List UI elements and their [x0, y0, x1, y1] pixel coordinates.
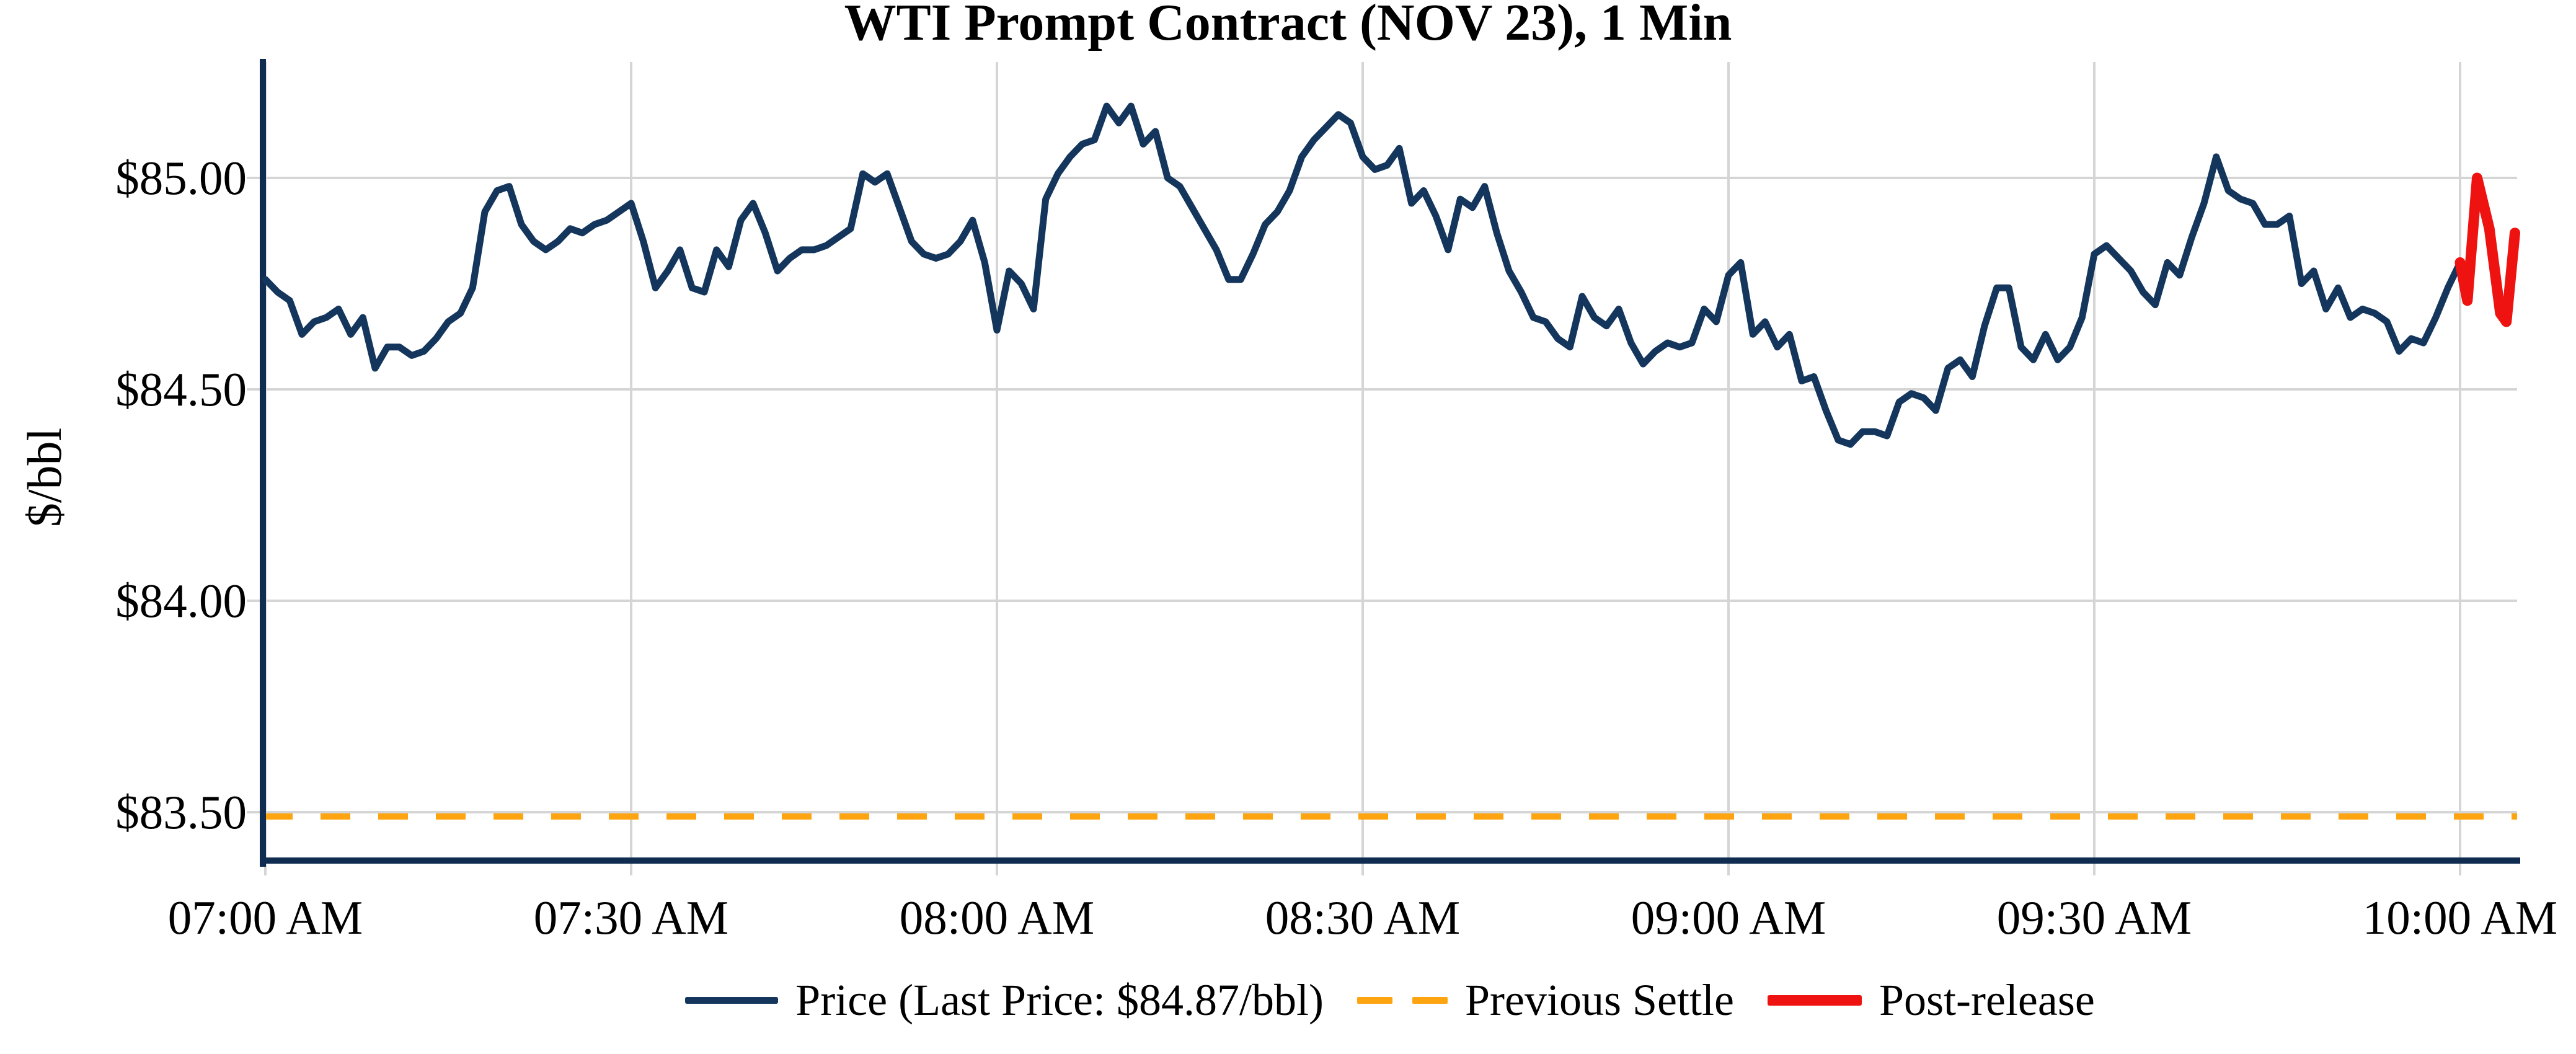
legend: Price (Last Price: $84.87/bbl) Previous …	[263, 975, 2517, 1026]
dash-segment	[1357, 997, 1392, 1004]
legend-item-price: Price (Last Price: $84.87/bbl)	[685, 975, 1324, 1026]
y-tick-label-$83.50: $83.50	[115, 786, 247, 839]
x-tick-label-10:00 AM: 10:00 AM	[2362, 891, 2558, 944]
legend-post-release-label: Post-release	[1879, 975, 2095, 1025]
y-tick-label-$84.00: $84.00	[115, 574, 247, 627]
legend-item-previous-settle: Previous Settle	[1357, 975, 1734, 1026]
legend-price-label: Price (Last Price: $84.87/bbl)	[795, 975, 1324, 1025]
legend-item-post-release: Post-release	[1767, 975, 2095, 1026]
x-tick-label-09:00 AM: 09:00 AM	[1631, 891, 1826, 944]
x-axis-spine	[260, 857, 2520, 864]
y-tick-label-$85.00: $85.00	[115, 151, 247, 205]
previous-settle-dash-swatch-icon	[1357, 997, 1448, 1004]
dash-segment	[1412, 997, 1448, 1004]
y-tick-label-$84.50: $84.50	[115, 363, 247, 416]
y-axis-spine	[260, 59, 266, 867]
x-tick-label-08:30 AM: 08:30 AM	[1265, 891, 1461, 944]
x-tick-label-07:30 AM: 07:30 AM	[533, 891, 729, 944]
post-release-line-swatch-icon	[1767, 995, 1862, 1006]
chart-title: WTI Prompt Contract (NOV 23), 1 Min	[844, 0, 1732, 51]
legend-previous-settle-label: Previous Settle	[1464, 975, 1734, 1025]
x-tick-label-09:30 AM: 09:30 AM	[1996, 891, 2192, 944]
post-release-line	[2454, 172, 2520, 327]
price-line	[262, 102, 2464, 448]
x-tick-label-08:00 AM: 08:00 AM	[899, 891, 1095, 944]
price-line-swatch-icon	[685, 997, 779, 1004]
x-tick-label-07:00 AM: 07:00 AM	[167, 891, 363, 944]
